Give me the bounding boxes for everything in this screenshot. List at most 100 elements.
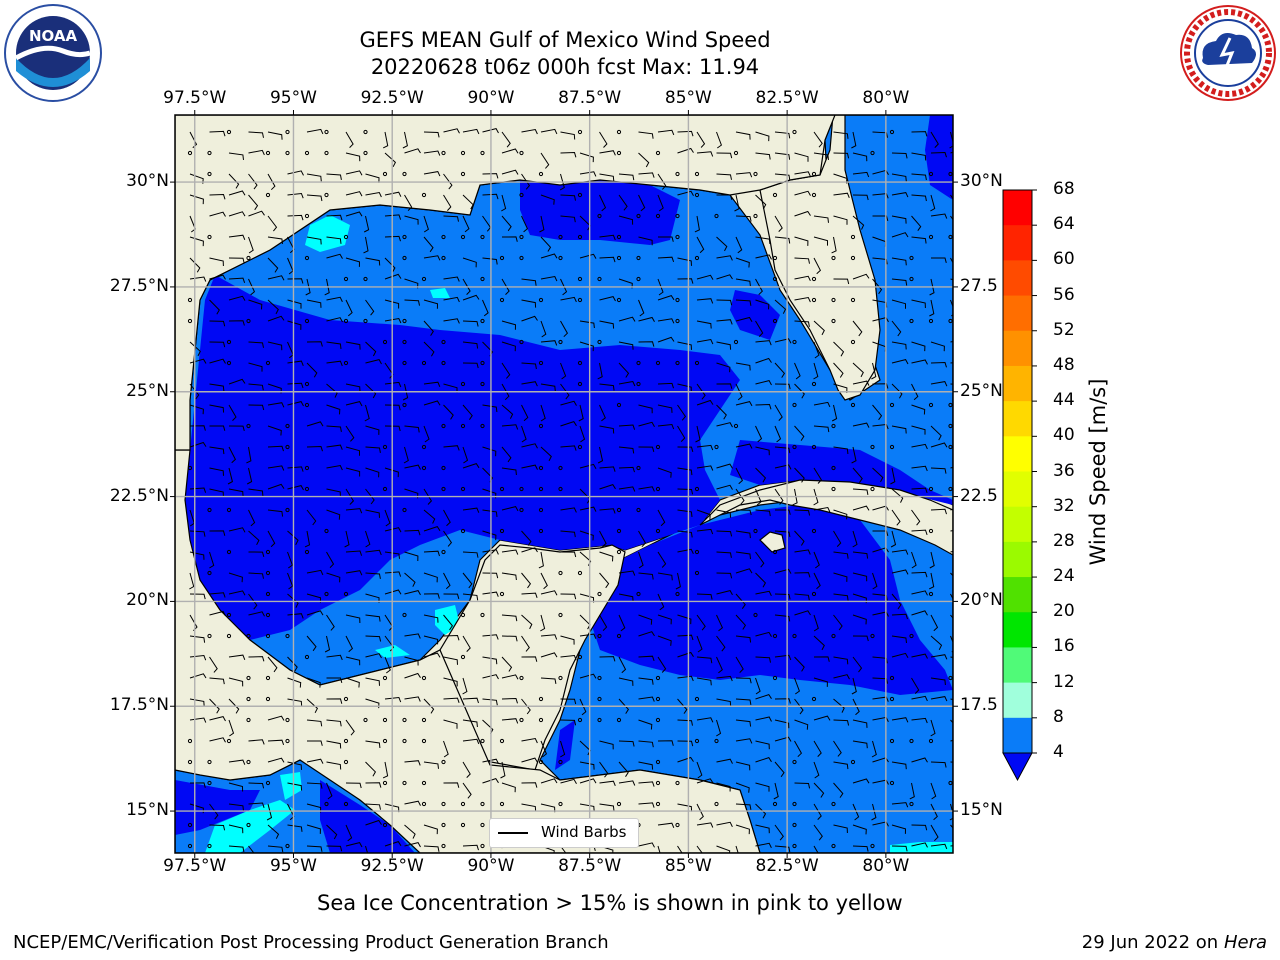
wind-barb <box>948 780 953 786</box>
noaa-logo-text: NOAA <box>29 27 78 45</box>
wind-barb <box>852 740 868 749</box>
wind-barb <box>287 613 304 619</box>
wind-barb <box>755 803 767 819</box>
wind-barb <box>501 215 512 232</box>
wind-barb <box>716 383 733 389</box>
wind-barb <box>265 780 271 786</box>
wind-barb <box>365 488 375 505</box>
wind-barb <box>677 719 693 726</box>
wind-barb <box>735 299 752 306</box>
wind-barb <box>501 674 519 680</box>
wind-barb <box>753 528 758 534</box>
wind-barb <box>501 341 516 352</box>
wind-barb <box>813 131 823 148</box>
wind-barb <box>616 528 622 534</box>
wind-barb <box>599 234 616 241</box>
wind-barb <box>735 488 745 505</box>
wind-barb <box>441 486 446 492</box>
wind-barb <box>618 740 635 747</box>
wind-barb <box>833 572 848 582</box>
colorbar-tick-label: 8 <box>1053 706 1064 727</box>
colorbar-tick-label: 40 <box>1053 425 1075 446</box>
wind-barb <box>326 719 342 727</box>
wind-barb <box>794 383 805 399</box>
wind-barb <box>774 654 792 661</box>
wind-barb <box>833 782 844 798</box>
wind-barb <box>382 761 389 779</box>
wind-barb <box>638 299 645 317</box>
wind-barb <box>443 782 460 788</box>
wind-barb <box>228 572 243 583</box>
wind-barb <box>716 422 733 428</box>
wind-barb <box>306 635 317 652</box>
wind-barb <box>577 234 583 240</box>
wind-barb <box>618 380 636 387</box>
wind-barb <box>343 234 349 240</box>
wind-barb <box>365 191 382 198</box>
wind-barb <box>599 256 616 263</box>
wind-barb <box>716 255 733 261</box>
wind-barb <box>774 131 791 139</box>
wind-barb <box>365 257 381 266</box>
wind-barb <box>891 593 902 610</box>
wind-barb <box>618 614 626 632</box>
wind-barb <box>577 654 583 660</box>
wind-barb <box>209 716 226 722</box>
wind-barb <box>891 845 908 852</box>
wind-barb <box>755 299 770 310</box>
wind-barb <box>423 550 440 557</box>
wind-barb <box>326 341 342 349</box>
wind-barb <box>616 234 622 240</box>
wind-barb <box>189 341 201 357</box>
wind-barb <box>499 297 505 303</box>
wind-barb <box>540 340 558 346</box>
wind-barb <box>911 695 928 702</box>
wind-barb <box>287 593 299 608</box>
wind-barb <box>226 129 232 135</box>
wind-barb <box>794 152 809 162</box>
wind-barb <box>657 173 667 190</box>
wind-barb <box>324 635 331 653</box>
lat-label-left: 15°N <box>126 800 169 821</box>
wind-barb <box>558 255 563 261</box>
wind-barb <box>540 275 558 282</box>
wind-barb <box>638 677 654 685</box>
wind-barb <box>716 341 732 350</box>
wind-barb <box>382 822 388 828</box>
wind-barb <box>226 738 232 744</box>
wind-barb <box>365 549 382 556</box>
wind-barb <box>928 738 934 744</box>
wind-barb <box>813 341 820 359</box>
wind-barb <box>655 717 661 723</box>
wind-barb <box>911 551 917 569</box>
wind-barb <box>521 128 538 135</box>
wind-barb <box>384 467 399 478</box>
wind-barb <box>930 677 946 686</box>
wind-barb <box>852 614 867 625</box>
wind-barb <box>324 192 329 198</box>
wind-barb <box>577 276 583 282</box>
wind-barb <box>774 236 791 244</box>
wind-barb <box>365 782 382 788</box>
wind-barb <box>930 843 948 850</box>
wind-barb <box>538 528 544 534</box>
wind-barb <box>852 273 870 280</box>
wind-barb <box>382 171 388 177</box>
wind-barb <box>928 318 934 324</box>
wind-barb <box>794 509 811 516</box>
wind-barb <box>811 528 817 534</box>
wind-barb <box>248 593 258 610</box>
colorbar-segment <box>1003 612 1032 648</box>
wind-barb <box>755 357 772 364</box>
wind-barb <box>324 129 329 135</box>
wind-barb <box>618 656 627 674</box>
wind-barb <box>267 483 285 490</box>
wind-barb <box>404 551 419 562</box>
wind-barb <box>540 677 557 684</box>
wind-barb <box>209 446 225 455</box>
wind-barb <box>187 318 193 324</box>
wind-barb <box>911 571 928 578</box>
wind-barb <box>774 383 791 390</box>
wind-barb <box>616 549 622 555</box>
wind-barb <box>521 803 537 812</box>
